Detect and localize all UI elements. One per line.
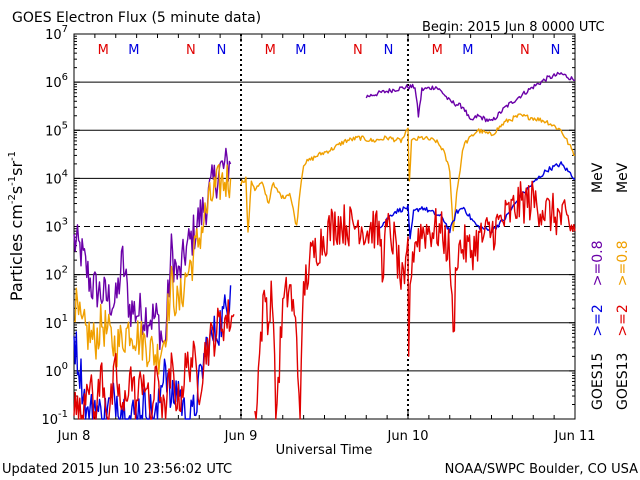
y-tick-label: 107: [45, 24, 68, 43]
series-line: [73, 164, 232, 375]
series-line: [254, 180, 576, 420]
chart-title: GOES Electron Flux (5 minute data): [12, 10, 261, 26]
data-series: [73, 71, 576, 420]
orbit-marker: N: [217, 43, 227, 58]
y-tick-label: 10-1: [41, 409, 68, 428]
orbit-marker: M: [462, 43, 473, 58]
orbit-marker: M: [432, 43, 443, 58]
series-line: [365, 71, 576, 123]
y-tick-label: 104: [45, 168, 68, 187]
x-tick-label: Jun 8: [57, 429, 91, 444]
x-tick-label: Jun 10: [387, 429, 429, 444]
legend-entry: GOES13>=2>=0.8: [615, 240, 631, 410]
y-tick-label: 102: [45, 265, 68, 284]
series-line: [240, 113, 576, 233]
legend-entry: GOES15>=2>=0.8: [590, 240, 606, 410]
orbit-marker: N: [520, 43, 530, 58]
x-tick-label: Jun 11: [554, 429, 596, 444]
y-tick-label: 101: [45, 313, 68, 332]
series-line: [73, 299, 235, 420]
updated-label: Updated 2015 Jun 10 23:56:02 UTC: [2, 462, 232, 477]
y-axis-ticks: 10-1 100 101 102 103 104 105 106 107: [41, 24, 575, 428]
credit-label: NOAA/SWPC Boulder, CO USA: [445, 462, 638, 477]
orbit-marker: M: [128, 43, 139, 58]
legend: GOES15>=2>=0.8 GOES13>=2>=0.8 MeV MeV: [590, 162, 631, 410]
series-line: [379, 161, 576, 240]
x-axis-label: Universal Time: [276, 443, 373, 458]
orbit-marker: N: [186, 43, 196, 58]
y-tick-label: 106: [45, 72, 68, 91]
orbit-marker: N: [384, 43, 394, 58]
x-axis-ticks: Jun 8 Jun 9 Jun 10 Jun 11: [57, 34, 596, 444]
orbit-marker: M: [265, 43, 276, 58]
gridlines: [74, 81, 575, 372]
legend-unit: MeV: [590, 162, 606, 193]
y-tick-label: 103: [45, 217, 68, 236]
y-tick-label: 105: [45, 120, 68, 139]
orbit-marker: M: [98, 43, 109, 58]
legend-unit: MeV: [615, 162, 631, 193]
y-tick-label: 100: [45, 361, 68, 380]
y-axis-label: Particles cm-2s-1sr-1: [7, 151, 26, 301]
orbit-marker: M: [295, 43, 306, 58]
x-tick-label: Jun 9: [224, 429, 258, 444]
orbit-marker: N: [551, 43, 561, 58]
begin-label: Begin: 2015 Jun 8 0000 UTC: [422, 20, 605, 35]
orbit-marker: N: [353, 43, 363, 58]
